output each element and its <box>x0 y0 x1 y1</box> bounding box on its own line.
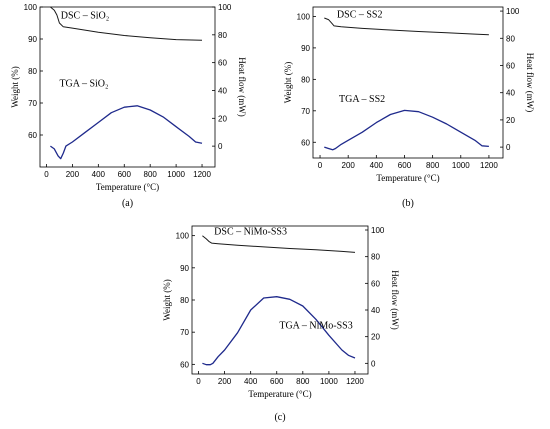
series-line <box>50 105 203 160</box>
y-right-tick-label: 20 <box>506 116 515 125</box>
y-right-tick-label: 0 <box>218 142 223 151</box>
x-tick-label: 200 <box>66 170 80 179</box>
chart-panel: 0 200 400 600 800 1000 12006070809010002040608… <box>162 225 400 423</box>
y-left-tick-label: 80 <box>301 75 310 84</box>
y-left-tick-label: 90 <box>28 35 37 44</box>
x-tick-label: 600 <box>118 170 132 179</box>
x-tick-label: 1000 <box>452 161 470 170</box>
x-axis-label: Temperature (°C) <box>248 389 311 399</box>
y-right-axis-label: Heat flow (mW) <box>390 270 400 329</box>
series-label: DSC – SS2 <box>337 9 383 20</box>
panel-label: (c) <box>274 412 285 423</box>
panel-label: (b) <box>402 198 414 209</box>
series-label: TGA – SS2 <box>339 94 385 105</box>
series-label: TGA – SiO₂ <box>59 78 108 89</box>
y-right-tick-label: 80 <box>371 253 380 262</box>
y-right-tick-label: 40 <box>506 89 515 98</box>
y-right-tick-label: 0 <box>371 359 376 368</box>
y-left-tick-label: 60 <box>180 360 189 369</box>
x-tick-label: 200 <box>342 161 356 170</box>
x-tick-label: 800 <box>296 377 310 386</box>
y-right-tick-label: 40 <box>218 86 227 95</box>
x-tick-label: 0 <box>44 170 49 179</box>
x-tick-label: 0 <box>196 377 201 386</box>
y-right-tick-label: 20 <box>218 114 227 123</box>
y-right-tick-label: 60 <box>506 61 515 70</box>
x-tick-label: 1200 <box>193 170 211 179</box>
y-left-tick-label: 90 <box>301 44 310 53</box>
x-tick-label: 1000 <box>320 377 338 386</box>
y-right-tick-label: 20 <box>371 333 380 342</box>
y-right-tick-label: 100 <box>506 7 520 16</box>
x-tick-label: 400 <box>92 170 106 179</box>
x-tick-label: 400 <box>244 377 258 386</box>
series-line <box>50 6 203 41</box>
x-tick-label: 800 <box>426 161 440 170</box>
y-right-tick-label: 40 <box>371 306 380 315</box>
y-left-tick-label: 70 <box>180 328 189 337</box>
x-tick-label: 1200 <box>346 377 364 386</box>
x-tick-label: 800 <box>144 170 158 179</box>
chart-panel: 0 200 400 600 800 1000 12006070809010002040608… <box>283 6 535 209</box>
y-right-tick-label: 100 <box>371 226 385 235</box>
y-left-axis-label: Weight (%) <box>162 279 172 321</box>
series-line <box>202 296 356 366</box>
y-left-tick-label: 70 <box>28 99 37 108</box>
x-tick-label: 600 <box>398 161 412 170</box>
x-axis-label: Temperature (°C) <box>96 182 159 192</box>
x-tick-label: 1000 <box>167 170 185 179</box>
y-right-tick-label: 80 <box>218 31 227 40</box>
y-left-tick-label: 60 <box>28 131 37 140</box>
y-left-tick-label: 90 <box>180 264 189 273</box>
series-label: DSC – NiMo-SS3 <box>214 227 287 238</box>
x-tick-label: 0 <box>318 161 323 170</box>
y-right-axis-label: Heat flow (mW) <box>237 57 247 116</box>
y-right-axis-label: Heat flow (mW) <box>525 53 535 112</box>
y-right-tick-label: 0 <box>506 143 511 152</box>
x-tick-label: 200 <box>218 377 232 386</box>
y-left-axis-label: Weight (%) <box>10 66 20 108</box>
x-tick-label: 1200 <box>480 161 498 170</box>
series-label: DSC – SiO₂ <box>61 11 110 22</box>
x-axis-label: Temperature (°C) <box>376 173 439 183</box>
y-left-tick-label: 100 <box>297 12 311 21</box>
panel-label: (a) <box>122 198 133 209</box>
y-left-tick-label: 100 <box>24 3 38 12</box>
y-right-tick-label: 60 <box>218 59 227 68</box>
y-left-tick-label: 80 <box>28 67 37 76</box>
y-left-tick-label: 80 <box>180 296 189 305</box>
y-left-tick-label: 70 <box>301 107 310 116</box>
y-right-tick-label: 60 <box>371 279 380 288</box>
plot-frame <box>39 6 216 168</box>
y-left-tick-label: 60 <box>301 138 310 147</box>
y-left-tick-label: 100 <box>176 232 190 241</box>
series-line <box>202 235 356 253</box>
plot-frame <box>312 6 504 159</box>
y-left-axis-label: Weight (%) <box>283 62 293 104</box>
series-line <box>324 109 489 151</box>
chart-panel: 0 200 400 600 800 1000 12006070809010002040608… <box>10 3 247 209</box>
x-tick-label: 600 <box>270 377 284 386</box>
y-right-tick-label: 100 <box>218 3 232 12</box>
series-label: TGA – NiMo-SS3 <box>279 321 352 332</box>
y-right-tick-label: 80 <box>506 34 515 43</box>
series-line <box>324 17 489 36</box>
x-tick-label: 400 <box>370 161 384 170</box>
